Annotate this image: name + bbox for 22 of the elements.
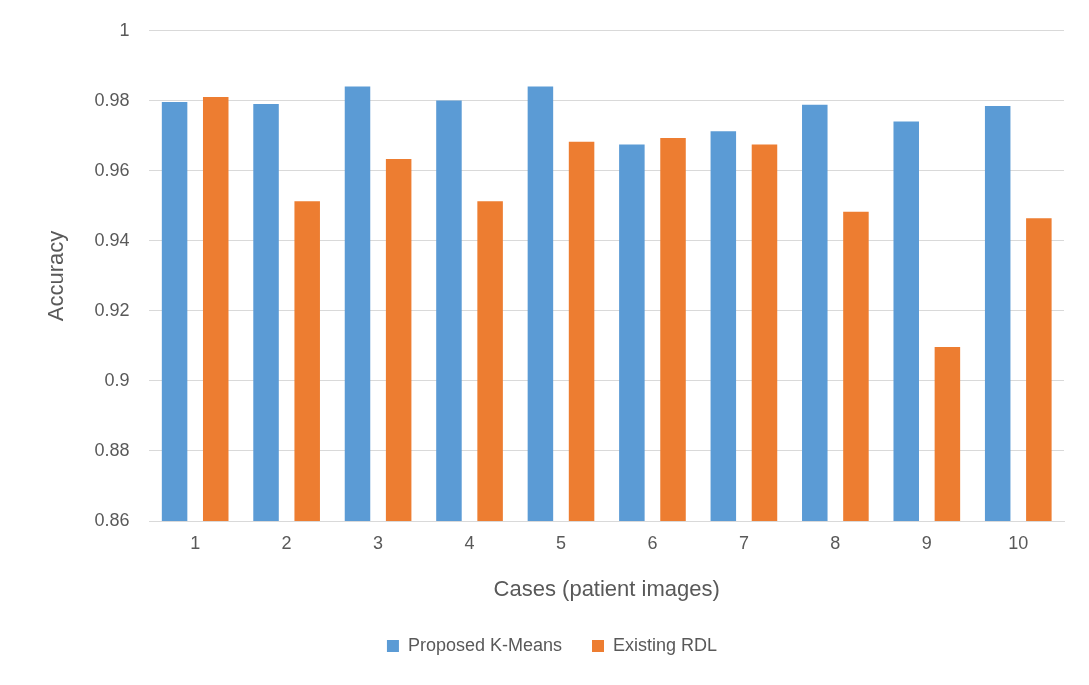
y-tick-label: 0.88 (94, 439, 130, 460)
x-tick-label: 6 (647, 532, 658, 553)
y-tick-label: 0.96 (94, 159, 130, 180)
x-tick-label: 9 (921, 532, 932, 553)
x-tick-label: 3 (373, 532, 384, 553)
y-tick-label: 0.9 (104, 369, 130, 390)
x-tick-label: 10 (1008, 532, 1029, 553)
x-tick-label: 7 (738, 532, 749, 553)
y-tick-label: 0.92 (94, 299, 130, 320)
x-axis-title: Cases (patient images) (493, 575, 720, 601)
y-tick-label: 0.98 (94, 89, 130, 110)
y-axis-title: Accuracy (43, 230, 69, 322)
legend-label: Proposed K-Means (407, 634, 563, 655)
y-tick-label: 0.86 (94, 509, 130, 530)
y-tick-label: 1 (119, 19, 130, 40)
y-tick-label: 0.94 (94, 229, 130, 250)
x-tick-label: 5 (555, 532, 566, 553)
x-tick-label: 4 (464, 532, 475, 553)
x-tick-label: 1 (190, 532, 201, 553)
x-tick-label: 2 (281, 532, 292, 553)
legend-label: Existing RDL (613, 634, 718, 655)
x-tick-label: 8 (830, 532, 841, 553)
